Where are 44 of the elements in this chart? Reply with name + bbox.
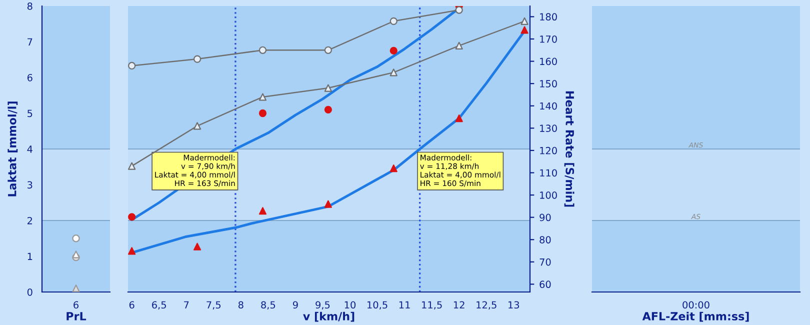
y2-tick-label: 120 [540,146,557,154]
y-tick-label: 6 [27,74,32,82]
y2-axis-title: Heart Rate [S/min] [564,91,574,207]
x-tick-label: 8,5 [261,301,276,310]
y-tick-label: 8 [27,2,32,10]
x-tick-label: 13 [508,301,520,309]
y2-tick-label: 160 [540,58,557,66]
x-tick-label: 8 [238,301,244,309]
y2-tick-label: 60 [540,280,551,288]
y2-tick-label: 110 [540,169,557,177]
x-tick-label: 6 [74,301,78,309]
y-tick-label: 1 [28,252,32,260]
y2-tick-label: 70 [540,258,551,266]
y2-tick-label: 180 [540,13,557,21]
y2-tick-label: 90 [540,214,551,222]
x-tick-label: 9 [292,301,298,309]
x-tick-label: 12,5 [476,301,496,310]
y2-tick-label: 130 [540,124,557,132]
x-tick-label: 6,5 [152,301,166,310]
x-tick-label: 10,5 [368,301,388,310]
x-tick-label: 9,5 [316,301,330,310]
x-axis-title: AFL-Zeit [mm:ss] [642,312,749,322]
x-tick-label: 12 [454,301,464,308]
x-tick-label: 11,5 [422,301,442,310]
x-axis-title: v [km/h] [303,312,354,322]
y-tick-label: 5 [28,110,32,118]
x-tick-label: 11 [399,301,410,308]
y2-tick-label: 170 [540,35,557,43]
y-tick-label: 7 [28,38,32,46]
y2-tick-label: 150 [540,80,557,88]
x-tick-label: 6 [129,301,134,309]
x-tick-label: 10 [344,301,356,309]
y2-tick-label: 100 [540,192,557,199]
y2-tick-label: 140 [540,102,557,110]
y-axis-title: Laktat [mmol/l] [8,102,18,196]
x-tick-label: 7 [184,301,189,308]
x-tick-label: 00:00 [682,301,710,309]
x-tick-label: 7,5 [206,301,221,310]
y-tick-label: 0 [27,288,32,296]
x-axis-title: PrL [66,312,86,320]
y2-tick-label: 80 [540,236,551,244]
y-tick-label: 4 [27,146,32,153]
y-tick-label: 3 [28,181,32,189]
y-tick-label: 2 [28,216,32,224]
